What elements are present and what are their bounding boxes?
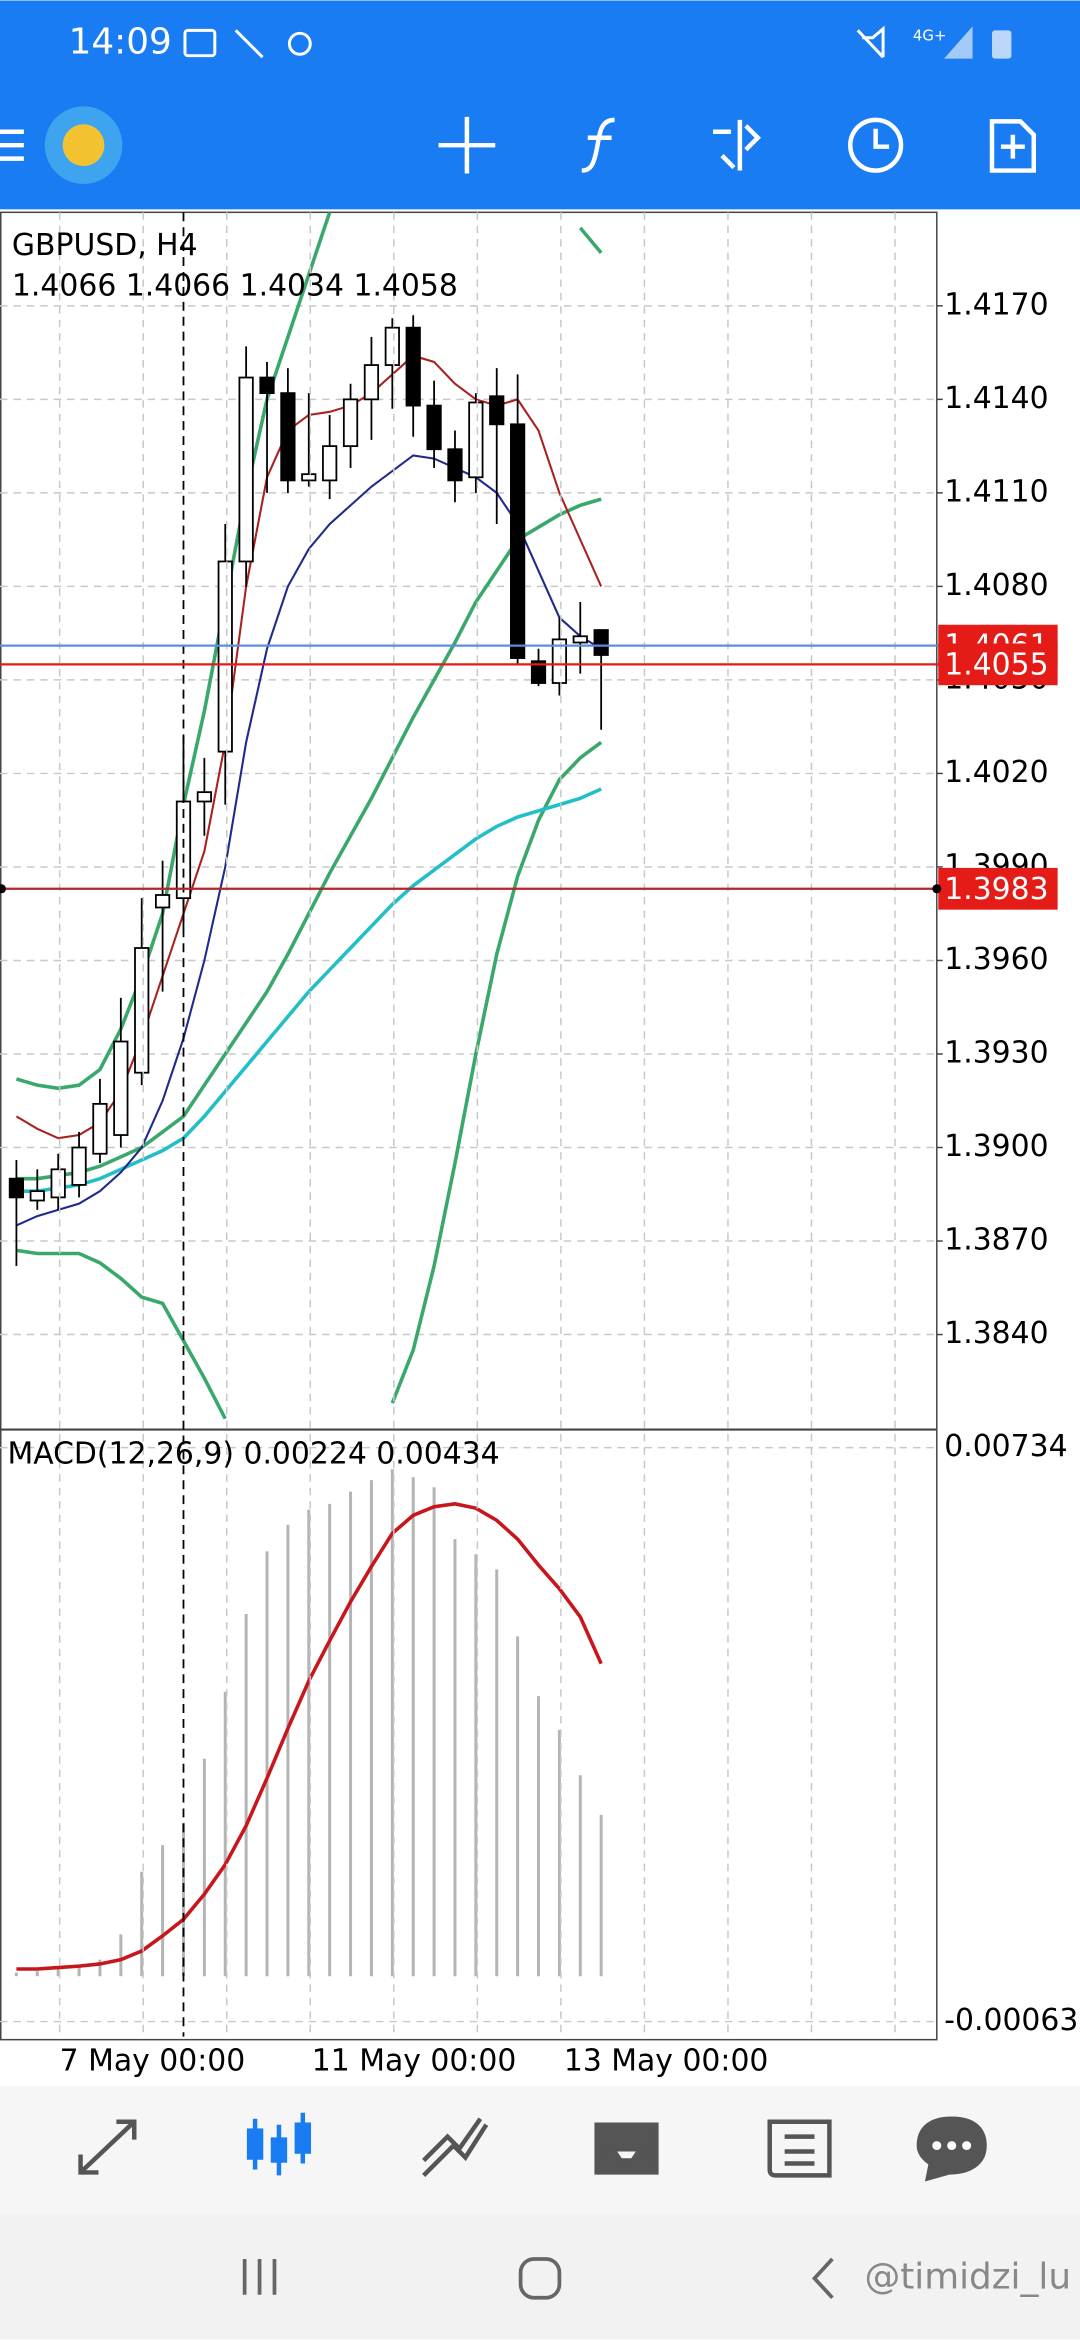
y-tick-label: 1.3870 [944, 1223, 1048, 1258]
new-order-button[interactable] [989, 119, 1036, 173]
bear-candle [593, 629, 609, 656]
bear-candle [426, 404, 442, 451]
bull-candle [217, 560, 233, 753]
status-icons: 4G+ [183, 25, 1012, 59]
indicator-line [15, 454, 602, 1227]
price-label: 1.3983 [944, 872, 1048, 907]
y-tick-label: 1.3960 [944, 942, 1048, 977]
indicator-line [16, 497, 602, 1181]
ohlc-text: 1.4066 1.4066 1.4034 1.4058 [12, 268, 458, 303]
bottom-nav [0, 2085, 1080, 2215]
y-tick-label: 1.4110 [944, 474, 1048, 509]
news-tab[interactable] [767, 2119, 832, 2178]
system-nav-buttons [242, 2257, 834, 2300]
price-label: 1.4055 [944, 647, 1048, 682]
macd-panel [0, 1446, 937, 2023]
bear-candle [259, 376, 275, 395]
y-tick-label: 1.4140 [944, 381, 1048, 416]
bull-candle [113, 1040, 129, 1136]
bull-candle [384, 326, 400, 366]
chat-dots [932, 2141, 972, 2151]
price-label-box [938, 643, 1058, 686]
toolbar [0, 106, 1036, 184]
app-bar [0, 0, 1080, 210]
chart-tab[interactable] [246, 2112, 312, 2176]
x-tick-label: 7 May 00:00 [60, 2044, 246, 2079]
y-tick-label: 1.3900 [944, 1129, 1048, 1164]
quotes-tab[interactable] [78, 2119, 137, 2175]
bull-candle [92, 1102, 108, 1155]
crosshair-button[interactable] [438, 116, 496, 174]
bear-candle [489, 395, 505, 426]
bull-candle [196, 791, 212, 803]
bear-candle [447, 448, 463, 482]
bull-candle [238, 376, 254, 563]
timeframe-button[interactable] [848, 117, 904, 173]
line-dot [0, 884, 6, 894]
y-tick-label: 1.4080 [944, 568, 1048, 603]
y-tick-label: 1.4020 [944, 755, 1048, 790]
macd-tick-label: -0.00063 [944, 2003, 1078, 2038]
chart-frame [0, 211, 938, 2041]
menu-button[interactable] [0, 129, 24, 161]
system-nav [0, 2214, 1080, 2340]
watermark: @timidzi_lu [864, 2256, 1071, 2297]
indicator-line [15, 212, 603, 1091]
bull-candle [363, 364, 380, 401]
bear-candle [280, 392, 296, 482]
bull-candle [342, 398, 359, 448]
bottom-nav-icons [78, 2112, 987, 2182]
x-tick-label: 13 May 00:00 [564, 2044, 769, 2079]
bear-candle [8, 1177, 25, 1199]
macd-title: MACD(12,26,9) 0.00224 0.00434 [7, 1436, 499, 1471]
bear-candle [405, 326, 421, 407]
bear-candle [510, 423, 526, 659]
bull-candle [71, 1146, 87, 1186]
history-tab[interactable] [594, 2122, 659, 2175]
bear-candle [530, 660, 547, 684]
bull-candle [29, 1190, 45, 1202]
bull-candle [322, 445, 338, 482]
bull-candle [468, 401, 484, 479]
indicator-line [16, 787, 602, 1193]
recent-button[interactable] [242, 2258, 277, 2295]
bull-candle [50, 1168, 66, 1199]
x-tick-label: 11 May 00:00 [312, 2044, 517, 2079]
indicators-button[interactable] [581, 117, 615, 173]
bull-candle [572, 635, 588, 644]
bull-candle [154, 894, 171, 909]
svg-text:4G+: 4G+ [913, 26, 947, 44]
trade-button[interactable] [713, 119, 761, 171]
macd-signal [16, 1502, 603, 1971]
line-dot [932, 884, 942, 894]
indicator-line [16, 740, 603, 1420]
macd-tick-label: 0.00734 [944, 1429, 1067, 1464]
bull-candle [551, 638, 567, 684]
price-label-box [938, 867, 1058, 910]
chart-title: GBPUSD, H4 [12, 228, 198, 263]
chart-layer: 1.41701.41401.41101.40801.40501.40201.39… [0, 212, 1078, 2079]
y-tick-label: 1.3840 [944, 1316, 1048, 1351]
home-button[interactable] [518, 2257, 562, 2300]
bull-candle [134, 947, 150, 1074]
trade-tab[interactable] [422, 2117, 489, 2177]
back-button[interactable] [811, 2257, 834, 2299]
bull-candle [301, 473, 317, 482]
y-tick-label: 1.3930 [944, 1035, 1048, 1070]
y-tick-label: 1.4170 [944, 287, 1048, 322]
status-time: 14:09 [69, 22, 172, 63]
